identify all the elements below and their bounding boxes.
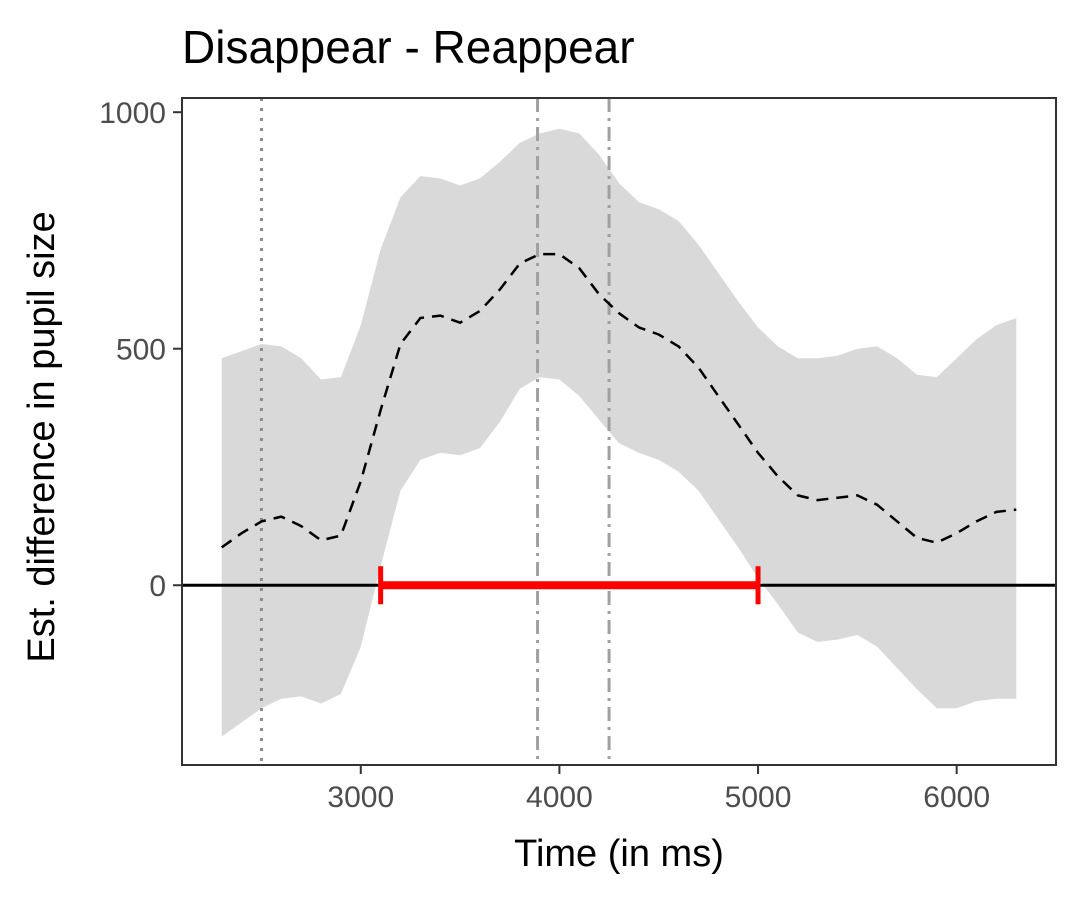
x-tick-label: 3000 — [327, 781, 394, 814]
x-tick-label: 4000 — [526, 781, 593, 814]
confidence-ribbon — [221, 128, 1017, 737]
y-tick-label: 500 — [116, 334, 166, 367]
y-tick-label: 1000 — [99, 97, 166, 130]
y-axis-label: Est. difference in pupil size — [21, 211, 63, 662]
chart-title: Disappear - Reappear — [182, 21, 635, 73]
x-tick-label: 6000 — [923, 781, 990, 814]
x-tick-label: 5000 — [725, 781, 792, 814]
panel-border — [181, 97, 1057, 766]
plot-panel — [181, 97, 1057, 766]
estimate-line — [220, 252, 1017, 549]
y-tick-label: 0 — [149, 570, 166, 603]
x-axis-label: Time (in ms) — [514, 833, 724, 875]
